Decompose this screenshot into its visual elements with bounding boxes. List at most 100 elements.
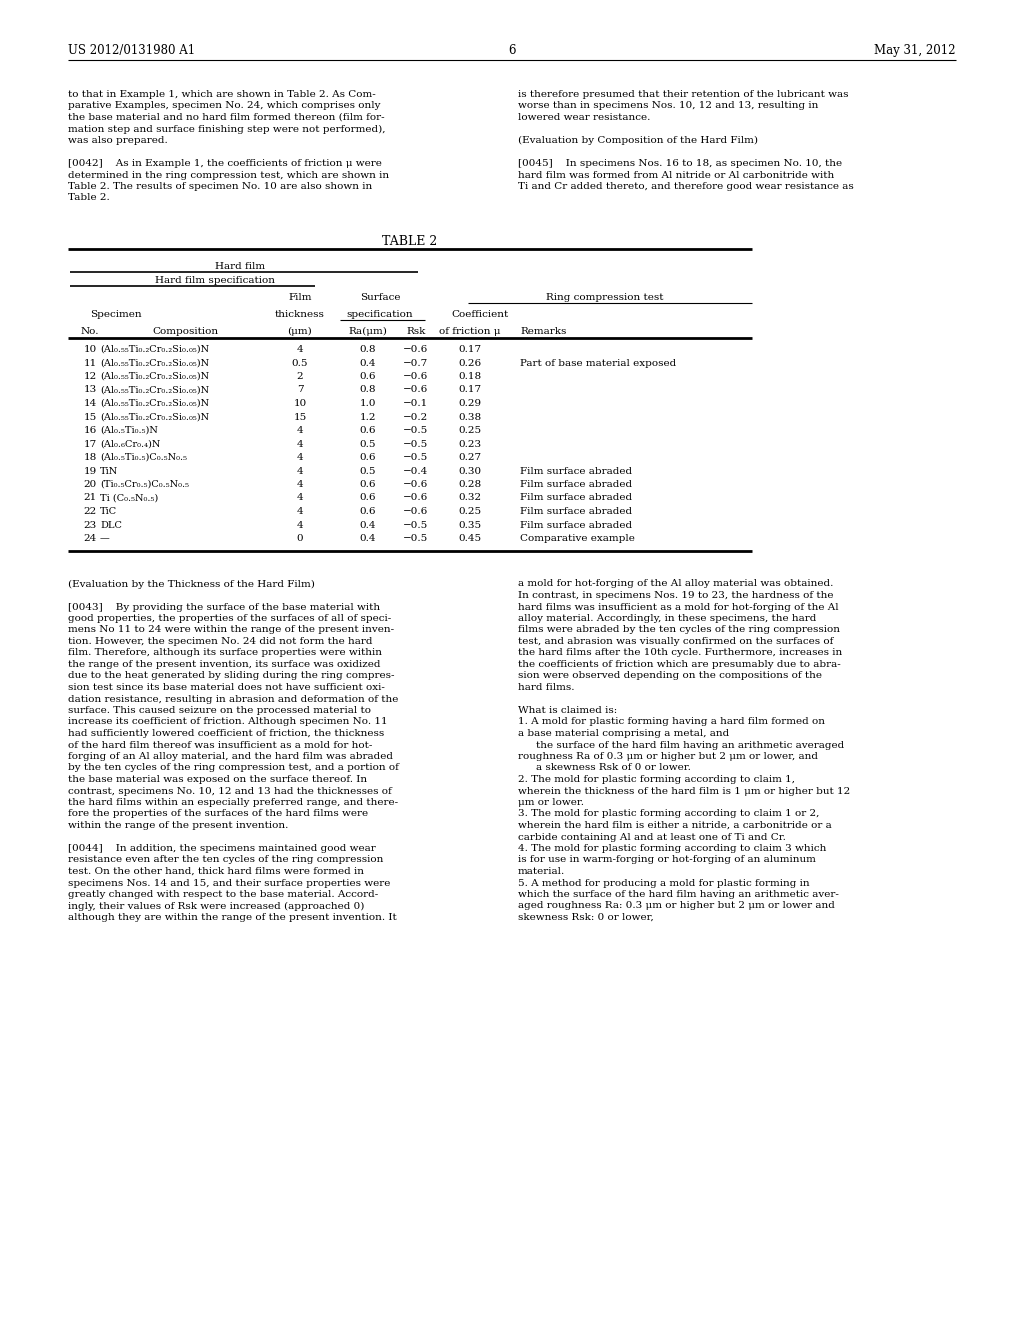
Text: of the hard film thereof was insufficient as a mold for hot-: of the hard film thereof was insufficien… xyxy=(68,741,373,750)
Text: hard films was insufficient as a mold for hot-forging of the Al: hard films was insufficient as a mold fo… xyxy=(518,602,839,611)
Text: 0.5: 0.5 xyxy=(292,359,308,367)
Text: −0.7: −0.7 xyxy=(403,359,429,367)
Text: had sufficiently lowered coefficient of friction, the thickness: had sufficiently lowered coefficient of … xyxy=(68,729,384,738)
Text: −0.5: −0.5 xyxy=(403,535,429,543)
Text: 18: 18 xyxy=(83,453,96,462)
Text: within the range of the present invention.: within the range of the present inventio… xyxy=(68,821,289,830)
Text: 0.6: 0.6 xyxy=(359,426,376,436)
Text: −0.1: −0.1 xyxy=(403,399,429,408)
Text: sion test since its base material does not have sufficient oxi-: sion test since its base material does n… xyxy=(68,682,385,692)
Text: US 2012/0131980 A1: US 2012/0131980 A1 xyxy=(68,44,196,57)
Text: 0.26: 0.26 xyxy=(459,359,481,367)
Text: Ti and Cr added thereto, and therefore good wear resistance as: Ti and Cr added thereto, and therefore g… xyxy=(518,182,854,191)
Text: by the ten cycles of the ring compression test, and a portion of: by the ten cycles of the ring compressio… xyxy=(68,763,399,772)
Text: (Al₀.₅₅Ti₀.₂Cr₀.₂Si₀.₀₅)N: (Al₀.₅₅Ti₀.₂Cr₀.₂Si₀.₀₅)N xyxy=(100,412,209,421)
Text: (Al₀.₅₅Ti₀.₂Cr₀.₂Si₀.₀₅)N: (Al₀.₅₅Ti₀.₂Cr₀.₂Si₀.₀₅)N xyxy=(100,399,209,408)
Text: 0.35: 0.35 xyxy=(459,520,481,529)
Text: 1.0: 1.0 xyxy=(359,399,376,408)
Text: 2: 2 xyxy=(297,372,303,381)
Text: 10: 10 xyxy=(83,345,96,354)
Text: Film surface abraded: Film surface abraded xyxy=(520,466,632,475)
Text: 0.38: 0.38 xyxy=(459,412,481,421)
Text: good properties, the properties of the surfaces of all of speci-: good properties, the properties of the s… xyxy=(68,614,391,623)
Text: TiC: TiC xyxy=(100,507,117,516)
Text: Ra(μm): Ra(μm) xyxy=(348,327,387,337)
Text: [0045]    In specimens Nos. 16 to 18, as specimen No. 10, the: [0045] In specimens Nos. 16 to 18, as sp… xyxy=(518,158,842,168)
Text: 0.23: 0.23 xyxy=(459,440,481,449)
Text: 15: 15 xyxy=(83,412,96,421)
Text: surface. This caused seizure on the processed material to: surface. This caused seizure on the proc… xyxy=(68,706,371,715)
Text: which the surface of the hard film having an arithmetic aver-: which the surface of the hard film havin… xyxy=(518,890,839,899)
Text: test. On the other hand, thick hard films were formed in: test. On the other hand, thick hard film… xyxy=(68,867,364,876)
Text: dation resistance, resulting in abrasion and deformation of the: dation resistance, resulting in abrasion… xyxy=(68,694,398,704)
Text: is therefore presumed that their retention of the lubricant was: is therefore presumed that their retenti… xyxy=(518,90,849,99)
Text: 0.5: 0.5 xyxy=(359,440,376,449)
Text: mens No 11 to 24 were within the range of the present inven-: mens No 11 to 24 were within the range o… xyxy=(68,626,394,635)
Text: Coefficient: Coefficient xyxy=(452,310,509,319)
Text: hard film was formed from Al nitride or Al carbonitride with: hard film was formed from Al nitride or … xyxy=(518,170,835,180)
Text: What is claimed is:: What is claimed is: xyxy=(518,706,617,715)
Text: fore the properties of the surfaces of the hard films were: fore the properties of the surfaces of t… xyxy=(68,809,368,818)
Text: 0.17: 0.17 xyxy=(459,345,481,354)
Text: No.: No. xyxy=(81,327,99,337)
Text: (Evaluation by Composition of the Hard Film): (Evaluation by Composition of the Hard F… xyxy=(518,136,758,145)
Text: the base material was exposed on the surface thereof. In: the base material was exposed on the sur… xyxy=(68,775,368,784)
Text: 0.28: 0.28 xyxy=(459,480,481,488)
Text: (Al₀.₅Ti₀.₅)C₀.₅N₀.₅: (Al₀.₅Ti₀.₅)C₀.₅N₀.₅ xyxy=(100,453,187,462)
Text: (Ti₀.₅Cr₀.₅)C₀.₅N₀.₅: (Ti₀.₅Cr₀.₅)C₀.₅N₀.₅ xyxy=(100,480,189,488)
Text: a base material comprising a metal, and: a base material comprising a metal, and xyxy=(518,729,729,738)
Text: Surface: Surface xyxy=(359,293,400,302)
Text: −0.6: −0.6 xyxy=(403,372,429,381)
Text: material.: material. xyxy=(518,867,565,876)
Text: Hard film specification: Hard film specification xyxy=(155,276,275,285)
Text: (Evaluation by the Thickness of the Hard Film): (Evaluation by the Thickness of the Hard… xyxy=(68,579,314,589)
Text: hard films.: hard films. xyxy=(518,682,574,692)
Text: (Al₀.₅₅Ti₀.₂Cr₀.₂Si₀.₀₅)N: (Al₀.₅₅Ti₀.₂Cr₀.₂Si₀.₀₅)N xyxy=(100,385,209,395)
Text: greatly changed with respect to the base material. Accord-: greatly changed with respect to the base… xyxy=(68,890,378,899)
Text: thickness: thickness xyxy=(275,310,325,319)
Text: increase its coefficient of friction. Although specimen No. 11: increase its coefficient of friction. Al… xyxy=(68,718,388,726)
Text: 4: 4 xyxy=(297,426,303,436)
Text: lowered wear resistance.: lowered wear resistance. xyxy=(518,114,650,121)
Text: parative Examples, specimen No. 24, which comprises only: parative Examples, specimen No. 24, whic… xyxy=(68,102,381,111)
Text: due to the heat generated by sliding during the ring compres-: due to the heat generated by sliding dur… xyxy=(68,672,394,681)
Text: the range of the present invention, its surface was oxidized: the range of the present invention, its … xyxy=(68,660,381,669)
Text: 14: 14 xyxy=(83,399,96,408)
Text: 4: 4 xyxy=(297,520,303,529)
Text: Rsk: Rsk xyxy=(407,327,426,337)
Text: In contrast, in specimens Nos. 19 to 23, the hardness of the: In contrast, in specimens Nos. 19 to 23,… xyxy=(518,591,834,601)
Text: the hard films after the 10th cycle. Furthermore, increases in: the hard films after the 10th cycle. Fur… xyxy=(518,648,843,657)
Text: 21: 21 xyxy=(83,494,96,503)
Text: test, and abrasion was visually confirmed on the surfaces of: test, and abrasion was visually confirme… xyxy=(518,638,834,645)
Text: −0.6: −0.6 xyxy=(403,480,429,488)
Text: 0.17: 0.17 xyxy=(459,385,481,395)
Text: −0.6: −0.6 xyxy=(403,385,429,395)
Text: 0.32: 0.32 xyxy=(459,494,481,503)
Text: of friction μ: of friction μ xyxy=(439,327,501,337)
Text: −0.2: −0.2 xyxy=(403,412,429,421)
Text: Composition: Composition xyxy=(152,327,218,337)
Text: 0.4: 0.4 xyxy=(359,535,376,543)
Text: 2. The mold for plastic forming according to claim 1,: 2. The mold for plastic forming accordin… xyxy=(518,775,795,784)
Text: (μm): (μm) xyxy=(288,327,312,337)
Text: the surface of the hard film having an arithmetic averaged: the surface of the hard film having an a… xyxy=(536,741,844,750)
Text: specimens Nos. 14 and 15, and their surface properties were: specimens Nos. 14 and 15, and their surf… xyxy=(68,879,390,887)
Text: 1.2: 1.2 xyxy=(359,412,376,421)
Text: 7: 7 xyxy=(297,385,303,395)
Text: a skewness Rsk of 0 or lower.: a skewness Rsk of 0 or lower. xyxy=(536,763,691,772)
Text: roughness Ra of 0.3 μm or higher but 2 μm or lower, and: roughness Ra of 0.3 μm or higher but 2 μ… xyxy=(518,752,818,762)
Text: 4: 4 xyxy=(297,507,303,516)
Text: 0.25: 0.25 xyxy=(459,426,481,436)
Text: 0.6: 0.6 xyxy=(359,453,376,462)
Text: the base material and no hard film formed thereon (film for-: the base material and no hard film forme… xyxy=(68,114,385,121)
Text: resistance even after the ten cycles of the ring compression: resistance even after the ten cycles of … xyxy=(68,855,383,865)
Text: skewness Rsk: 0 or lower,: skewness Rsk: 0 or lower, xyxy=(518,913,653,921)
Text: 22: 22 xyxy=(83,507,96,516)
Text: 23: 23 xyxy=(83,520,96,529)
Text: −0.5: −0.5 xyxy=(403,520,429,529)
Text: −0.5: −0.5 xyxy=(403,440,429,449)
Text: ingly, their values of Rsk were increased (approached 0): ingly, their values of Rsk were increase… xyxy=(68,902,365,911)
Text: 6: 6 xyxy=(508,44,516,57)
Text: 5. A method for producing a mold for plastic forming in: 5. A method for producing a mold for pla… xyxy=(518,879,810,887)
Text: −0.6: −0.6 xyxy=(403,507,429,516)
